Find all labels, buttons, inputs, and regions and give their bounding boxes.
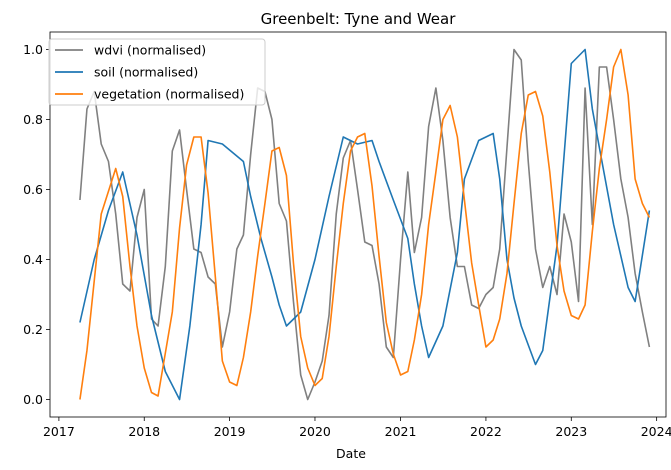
x-tick-label: 2022: [470, 424, 502, 439]
y-tick-label: 0.4: [23, 252, 43, 267]
x-axis: 2017 2018 2019 2020 2021 2022 2023 2024: [43, 417, 671, 439]
x-tick-label: 2023: [555, 424, 587, 439]
chart-title: Greenbelt: Tyne and Wear: [261, 10, 457, 28]
y-tick-label: 0.8: [23, 112, 43, 127]
x-tick-label: 2020: [299, 424, 331, 439]
x-tick-label: 2019: [214, 424, 246, 439]
series-line-2: [79, 48, 651, 400]
x-tick-label: 2024: [641, 424, 671, 439]
legend-label-0: wdvi (normalised): [94, 43, 206, 58]
plot-frame: [49, 31, 667, 418]
series-line-1: [79, 48, 651, 401]
series-line-0: [79, 48, 651, 401]
series-layer: [79, 48, 651, 401]
y-tick-label: 0.2: [23, 322, 43, 337]
legend-box: [48, 38, 266, 106]
y-tick-label: 0.6: [23, 182, 43, 197]
legend-label-2: vegetation (normalised): [94, 87, 244, 102]
x-tick-label: 2017: [43, 424, 75, 439]
x-tick-label: 2021: [385, 424, 417, 439]
legend: wdvi (normalised) soil (normalised) vegeta…: [48, 38, 266, 106]
x-axis-label: Date: [336, 446, 366, 461]
y-tick-label: 0.0: [23, 392, 43, 407]
x-tick-label: 2018: [128, 424, 160, 439]
y-axis: 0.0 0.2 0.4 0.6 0.8 1.0: [23, 42, 50, 407]
y-tick-label: 1.0: [23, 42, 43, 57]
legend-label-1: soil (normalised): [94, 65, 198, 80]
